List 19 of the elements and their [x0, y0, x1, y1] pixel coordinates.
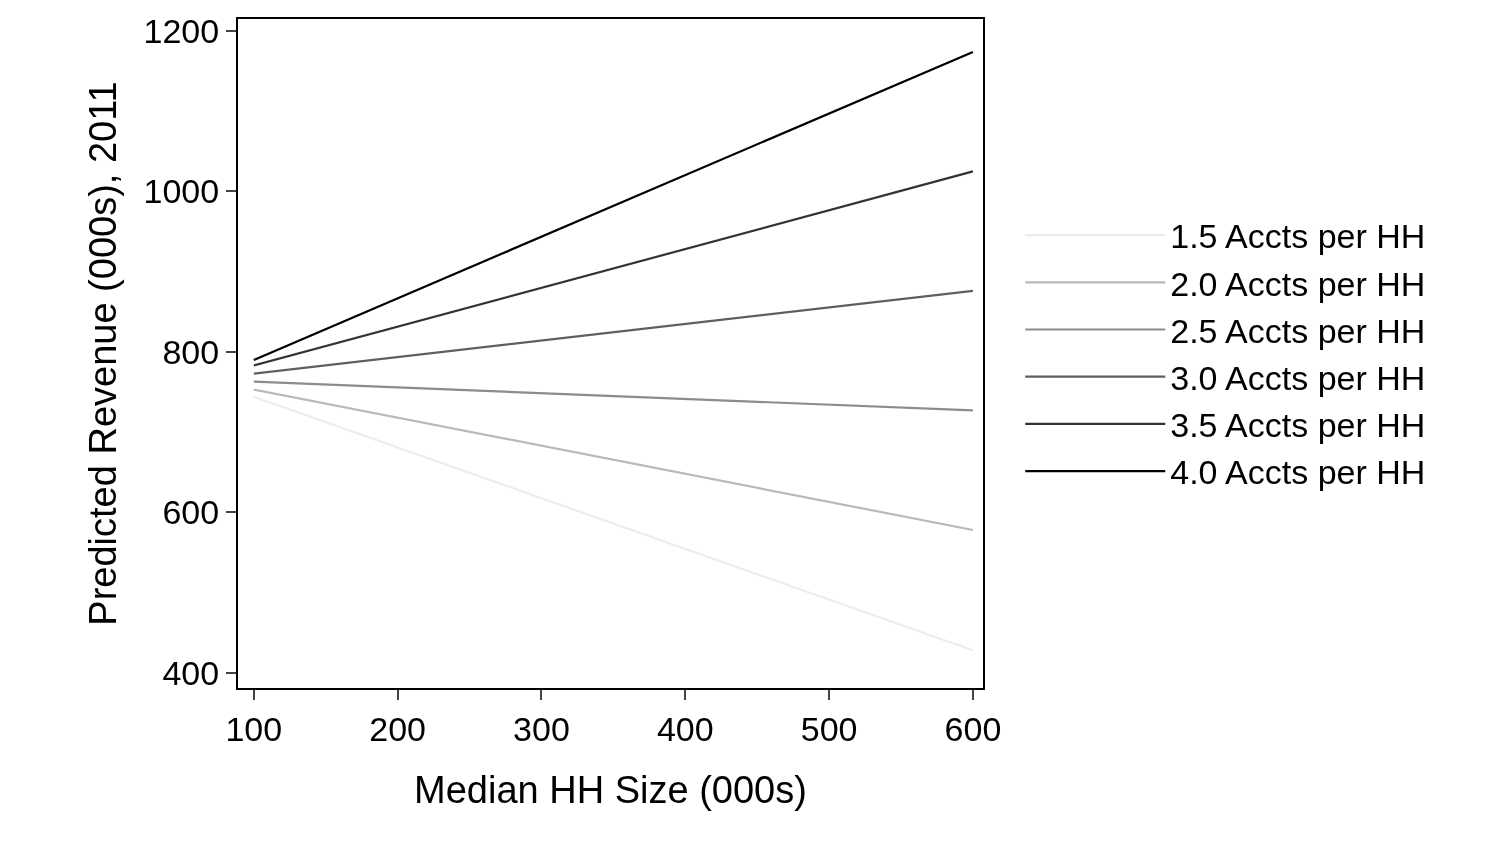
legend-label: 2.5 Accts per HH: [1170, 311, 1426, 350]
y-tick-label: 800: [162, 332, 220, 371]
y-tick-label: 600: [162, 493, 220, 532]
y-tick-label: 1200: [143, 11, 220, 50]
x-tick-label: 400: [656, 709, 714, 748]
x-tick-label: 600: [944, 709, 1002, 748]
legend-label: 1.5 Accts per HH: [1170, 217, 1426, 256]
x-tick-label: 100: [225, 709, 283, 748]
legend-label: 3.0 Accts per HH: [1170, 358, 1426, 397]
legend-label: 2.0 Accts per HH: [1170, 264, 1426, 303]
x-tick-label: 300: [513, 709, 570, 748]
legend-label: 3.5 Accts per HH: [1170, 406, 1426, 445]
x-tick-label: 200: [369, 709, 427, 748]
x-axis-title: Median HH Size (000s): [414, 769, 807, 812]
legend-label: 4.0 Accts per HH: [1170, 453, 1426, 492]
x-tick-label: 500: [800, 709, 858, 748]
y-tick-label: 400: [162, 653, 220, 692]
y-tick-label: 1000: [143, 172, 220, 211]
y-axis-title: Predicted Revenue (000s), 2011: [82, 81, 125, 626]
